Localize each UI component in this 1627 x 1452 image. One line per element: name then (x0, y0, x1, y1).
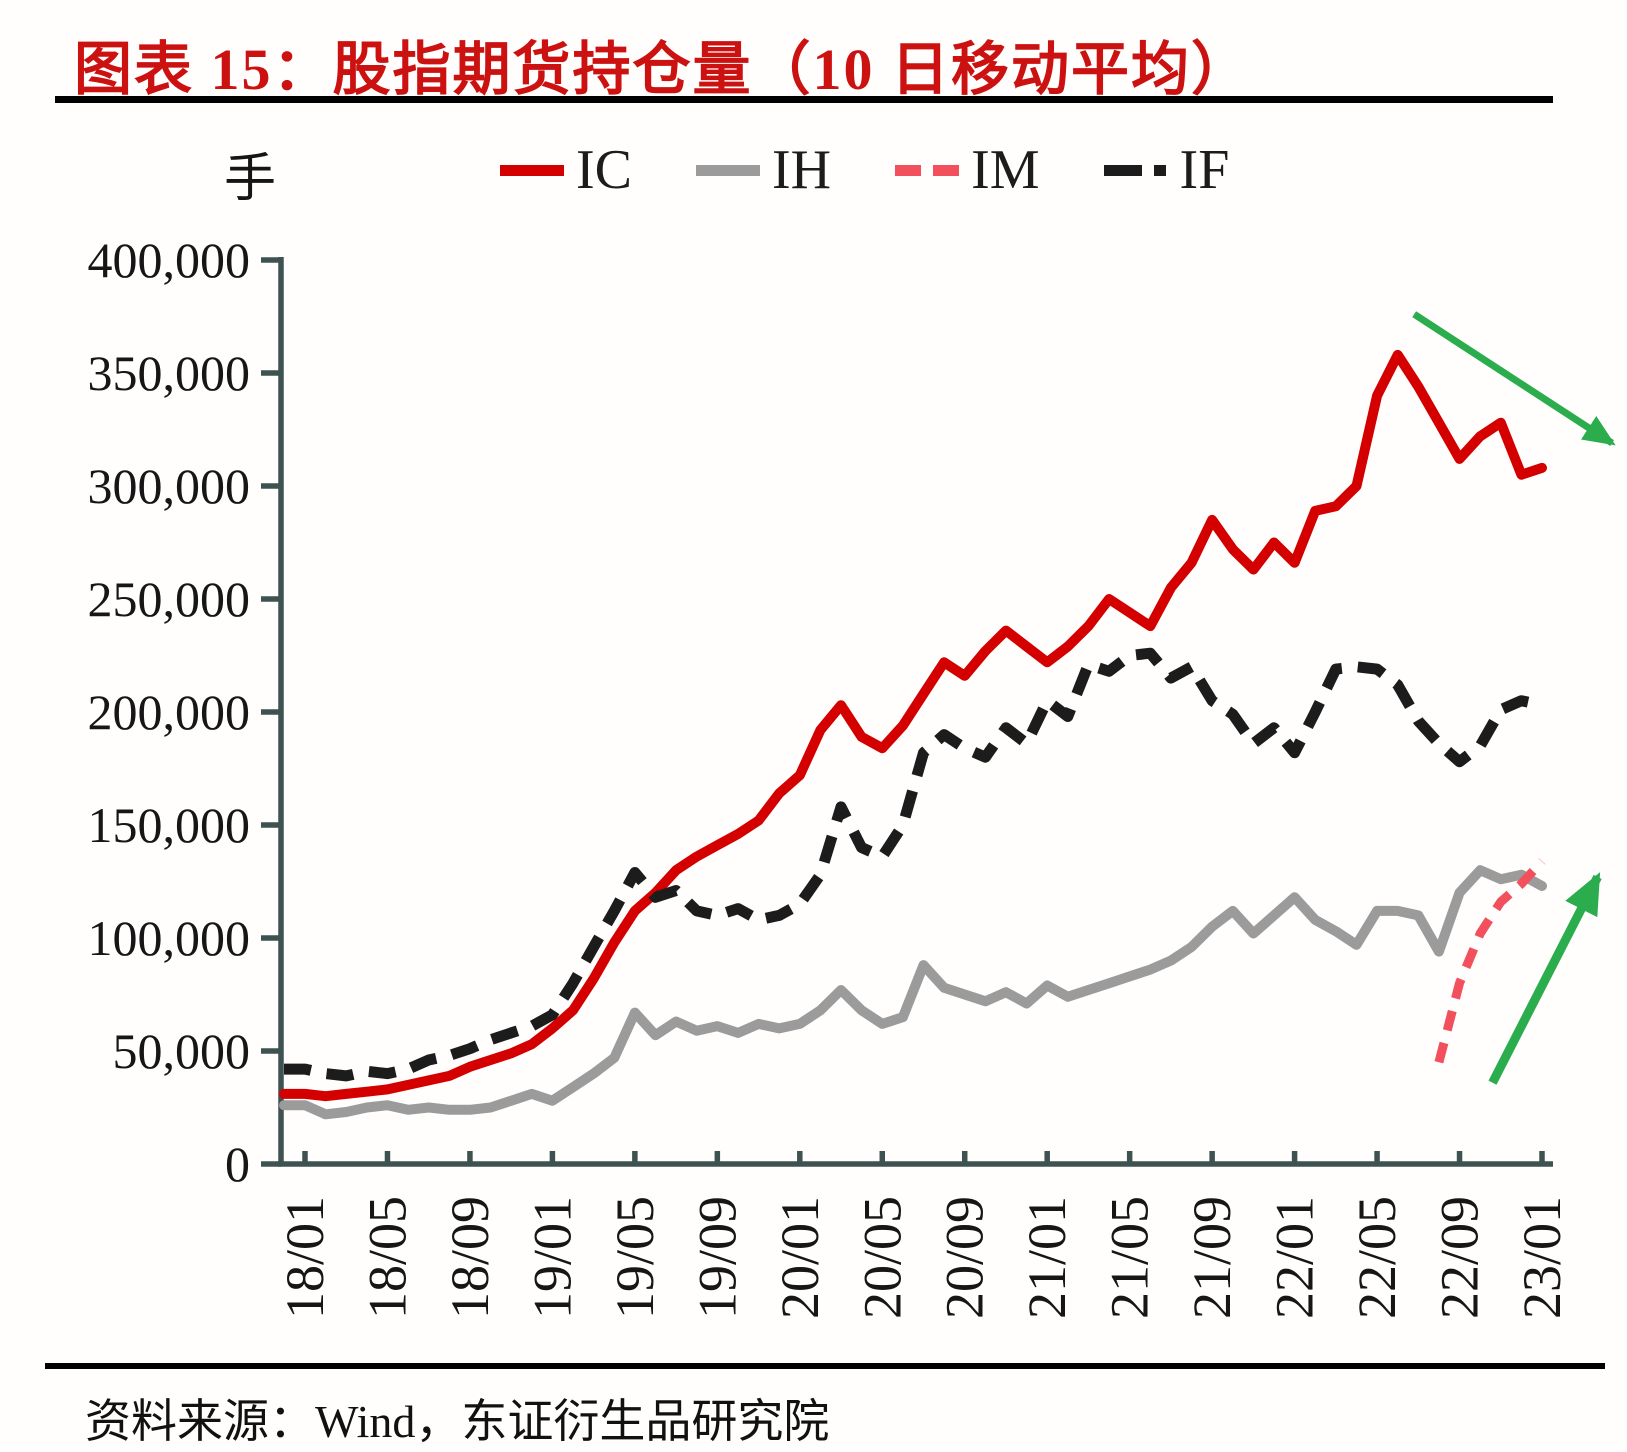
series-line-IF (284, 647, 1544, 1082)
y-axis-unit-label: 手 (224, 151, 277, 208)
legend-label-IM: IM (971, 139, 1040, 201)
y-tick-label: 50,000 (113, 1023, 251, 1079)
chart-title: 图表 15：股指期货持仓量（10 日移动平均） (74, 37, 1252, 102)
trend-arrow-up-icon (1488, 872, 1602, 1085)
legend-label-IH: IH (772, 139, 832, 201)
x-tick-label: 18/09 (440, 1196, 500, 1319)
y-tick-label: 350,000 (88, 345, 251, 401)
series-line-IH (279, 865, 1547, 1120)
legend-swatch-IM (895, 164, 960, 176)
x-tick-label: 22/05 (1347, 1196, 1407, 1319)
axis-tick-labels: 400,000 350,000 300,000 250,000 200,000 150,0… (88, 232, 1573, 1319)
source-note: 资料来源：Wind，东证衍生品研究院 (85, 1396, 830, 1447)
y-tick-label: 150,000 (88, 797, 251, 853)
x-tick-label: 20/09 (935, 1196, 995, 1319)
legend-item-IM: IM (895, 139, 1040, 201)
chart-legend: IC IH IM IF (500, 138, 1229, 202)
x-tick-label: 20/05 (852, 1196, 912, 1319)
title-divider-rule (55, 96, 1553, 103)
y-tick-label: 400,000 (88, 232, 251, 288)
x-tick-label: 18/05 (357, 1196, 417, 1319)
x-tick-label: 21/01 (1017, 1196, 1077, 1319)
legend-swatch-IH (696, 164, 760, 176)
trend-arrow-down-icon (1412, 311, 1616, 446)
footer-divider-rule (45, 1363, 1605, 1369)
series-lines (279, 349, 1547, 1120)
x-tick-label: 21/05 (1100, 1196, 1160, 1319)
y-tick-label: 300,000 (88, 458, 251, 514)
axes (261, 257, 1553, 1167)
x-tick-label: 21/09 (1182, 1196, 1242, 1319)
legend-swatch-IC (500, 164, 564, 176)
x-tick-label: 23/01 (1512, 1196, 1572, 1319)
x-tick-label: 19/01 (522, 1196, 582, 1319)
y-tick-label: 200,000 (88, 684, 251, 740)
x-tick-label: 18/01 (275, 1196, 335, 1319)
legend-swatch-IF (1103, 164, 1168, 176)
legend-item-IH: IH (696, 142, 831, 198)
series-line-IC (279, 349, 1547, 1102)
y-tick-label: 250,000 (88, 571, 251, 627)
x-tick-label: 20/01 (770, 1196, 830, 1319)
legend-label-IC: IC (576, 139, 632, 201)
x-tick-label: 19/09 (687, 1196, 747, 1319)
series-line-IM (1434, 858, 1546, 1064)
legend-item-IC: IC (500, 142, 632, 198)
legend-label-IF: IF (1179, 139, 1230, 201)
x-tick-label: 22/09 (1430, 1196, 1490, 1319)
y-tick-label: 0 (225, 1136, 250, 1192)
x-tick-label: 22/01 (1265, 1196, 1325, 1319)
x-tick-label: 19/05 (605, 1196, 665, 1319)
y-tick-label: 100,000 (88, 910, 251, 966)
legend-item-IF: IF (1103, 139, 1230, 201)
